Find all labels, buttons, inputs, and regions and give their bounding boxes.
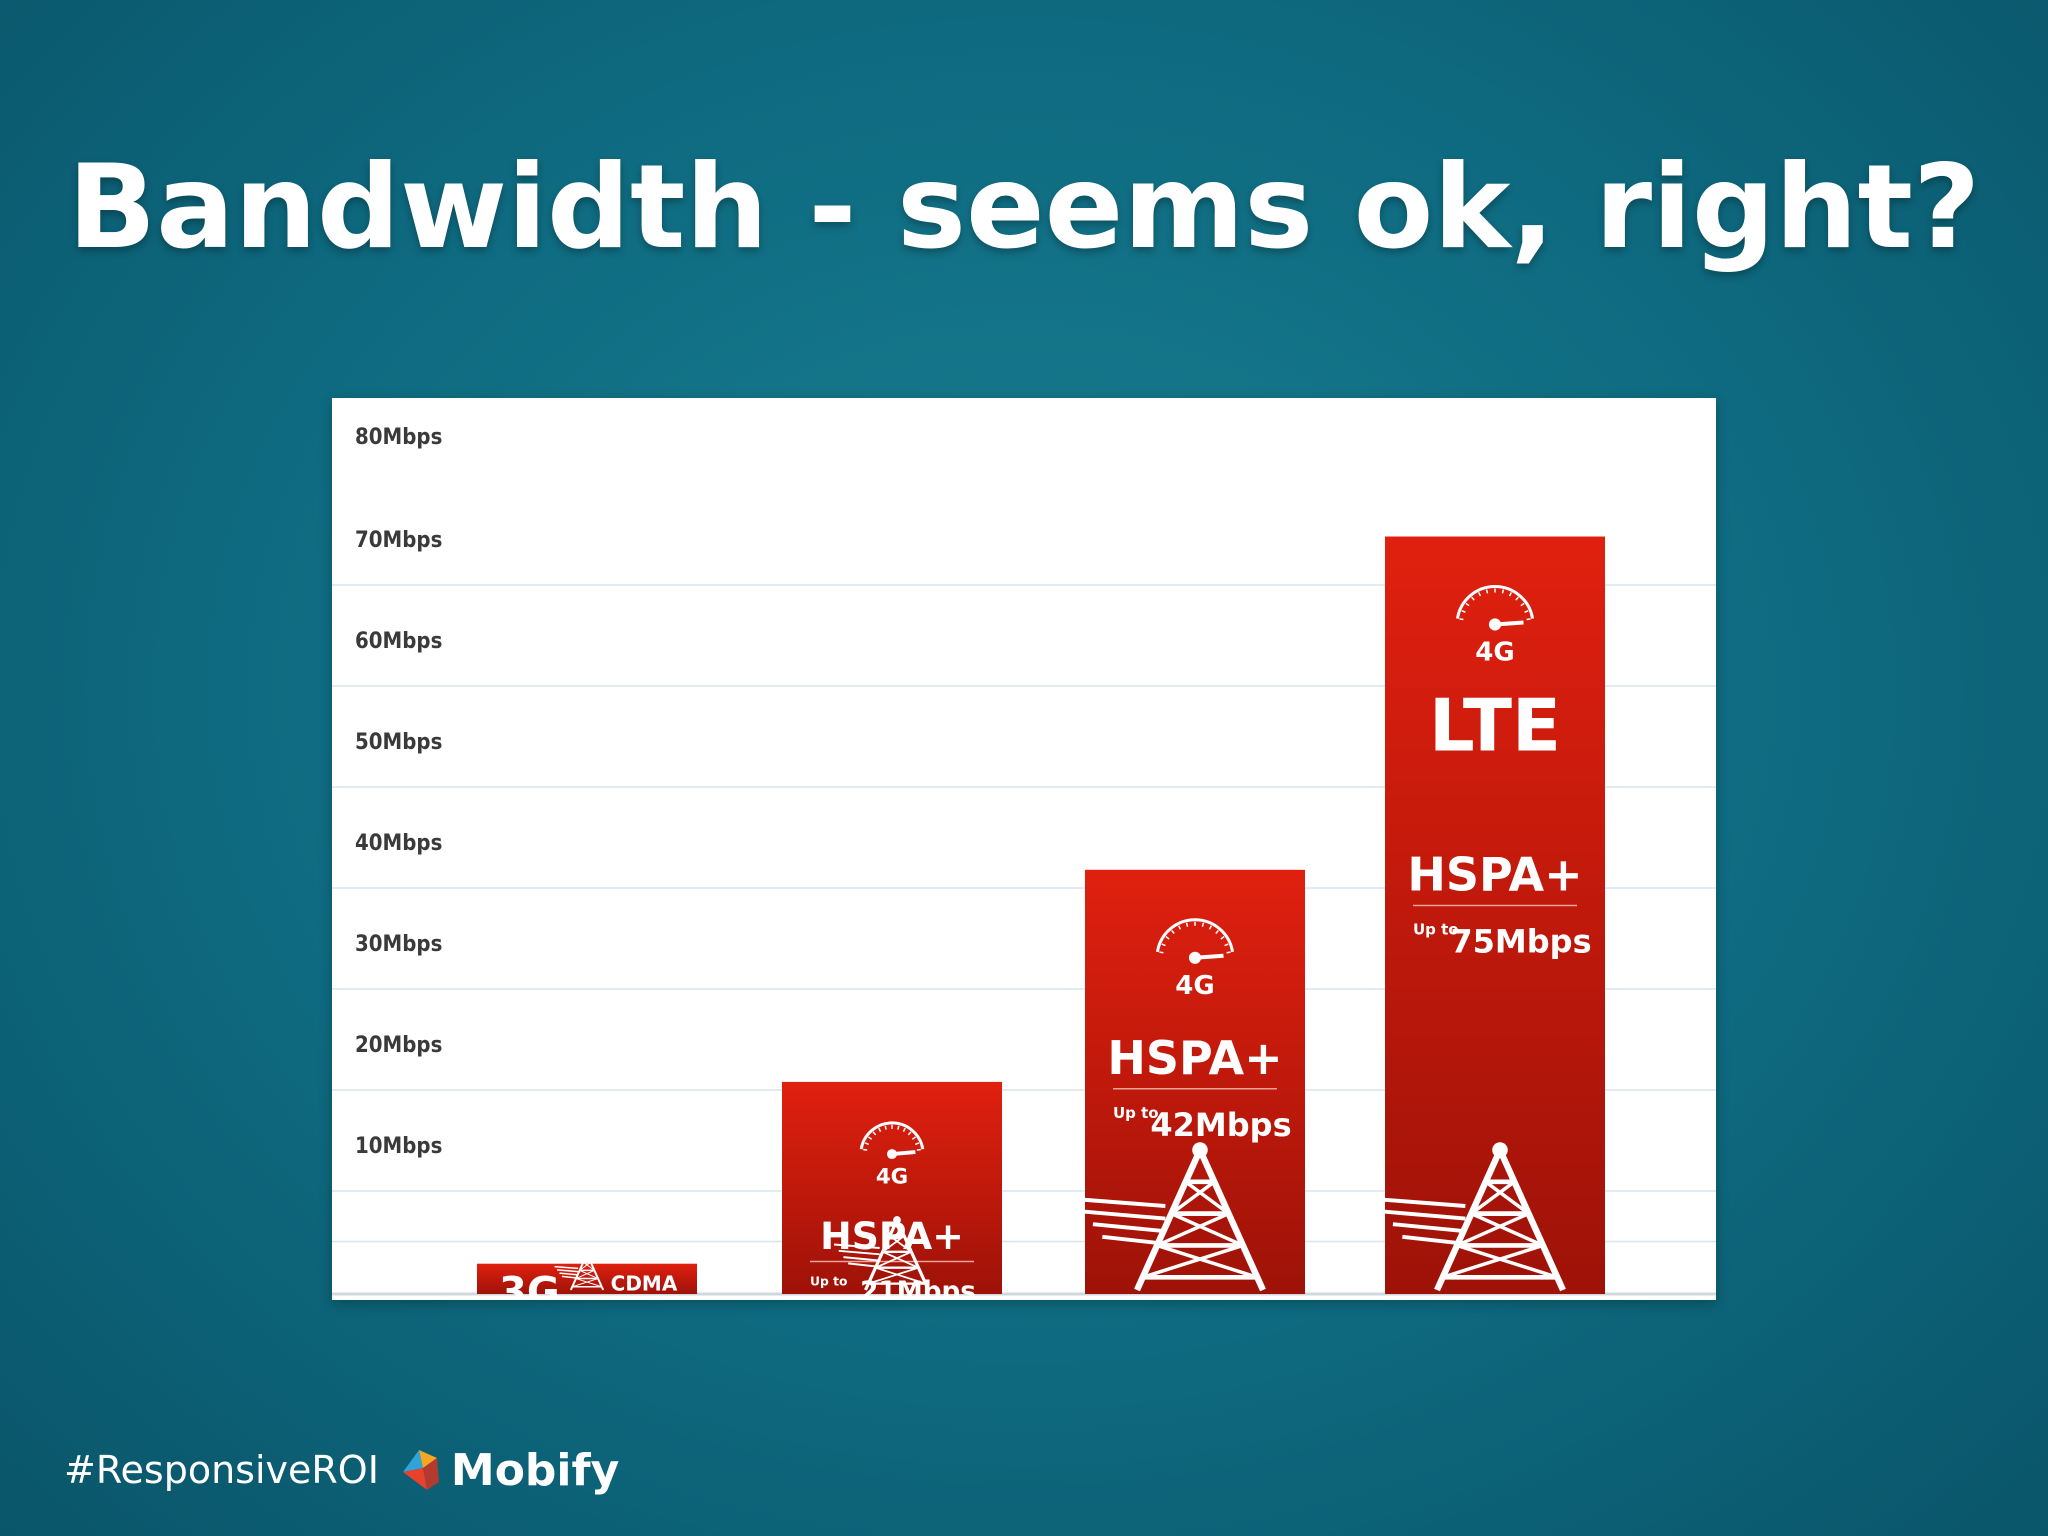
bandwidth-chart: 10Mbps 20Mbps 30Mbps 40Mbps 50Mbps 60Mbps 70Mb… [332, 398, 1716, 1300]
bar-speed-label: 42Mbps [1150, 1106, 1291, 1144]
bar-technology-label: HSPA+ [1407, 848, 1582, 902]
bar-extra-label: LTE [1429, 684, 1561, 768]
y-tick-label: 70Mbps [355, 528, 442, 553]
slide-title: Bandwidth - seems ok, right? [67, 140, 1981, 275]
y-tick-label: 10Mbps [355, 1134, 442, 1159]
bar-generation-label: 4G [876, 1165, 908, 1190]
y-tick-label: 20Mbps [355, 1033, 442, 1058]
cell-tower-icon [1373, 1142, 1566, 1292]
speedometer-icon [1455, 585, 1535, 631]
speedometer-icon [859, 1121, 925, 1160]
bar-technology-label: CDMA [611, 1272, 678, 1296]
bar-prefix-label: Up to [1113, 1104, 1159, 1122]
y-tick-label: 30Mbps [355, 932, 442, 957]
bar-generation-label: 4G [1175, 971, 1214, 1001]
brand-name: Mobify [450, 1444, 620, 1496]
bar-prefix-label: Up to [1413, 921, 1459, 939]
mobify-logo-icon [402, 1450, 439, 1490]
y-tick-label: 40Mbps [355, 831, 442, 856]
bar-speed-label: 75Mbps [1450, 923, 1591, 961]
bar-technology-label: HSPA+ [1107, 1031, 1282, 1085]
cell-tower-icon [1073, 1142, 1266, 1292]
bar-group: 3GCDMA3Mbps [477, 1251, 697, 1300]
bar-prefix-label: Up to [810, 1274, 847, 1288]
y-tick-label: 80Mbps [355, 425, 442, 450]
speedometer-icon [1155, 918, 1235, 964]
cell-tower-icon [554, 1251, 605, 1291]
bar [782, 1081, 1002, 1294]
cell-tower-icon [833, 1216, 930, 1291]
bar-generation-label: 3G [499, 1270, 560, 1300]
bar-generation-label: 4G [1475, 638, 1514, 668]
chart-canvas: 10Mbps 20Mbps 30Mbps 40Mbps 50Mbps 60Mbps 70Mb… [332, 425, 1716, 1300]
footer: #ResponsiveROI Mobify [64, 1438, 619, 1502]
hashtag-text: #ResponsiveROI [64, 1448, 379, 1492]
y-tick-label: 60Mbps [355, 629, 442, 654]
y-tick-label: 50Mbps [355, 730, 442, 755]
